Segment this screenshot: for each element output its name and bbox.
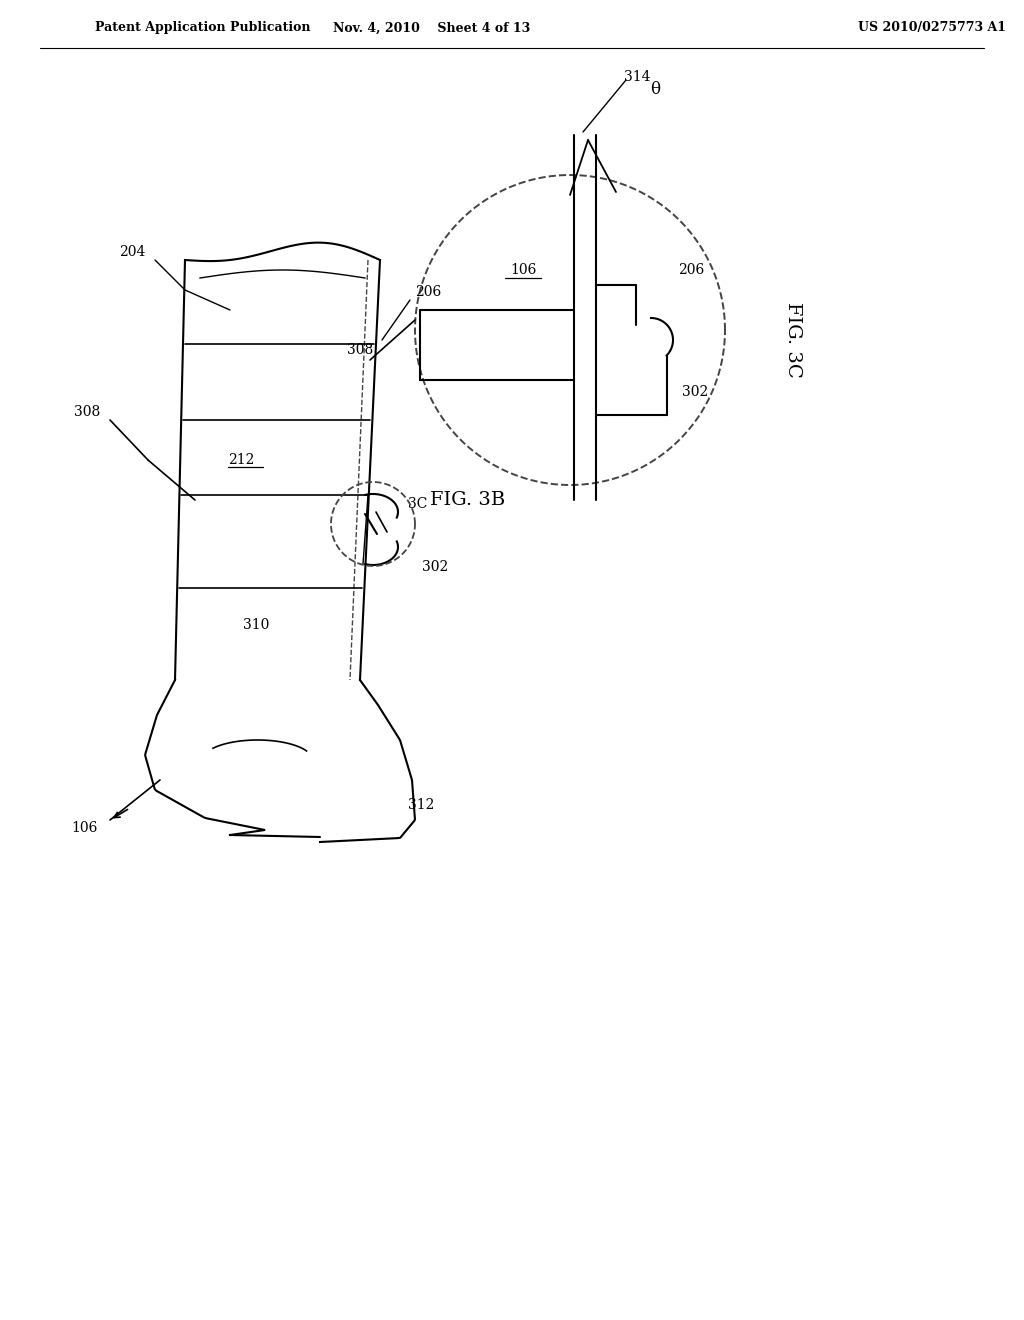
Text: 212: 212 — [228, 453, 254, 467]
Text: Nov. 4, 2010    Sheet 4 of 13: Nov. 4, 2010 Sheet 4 of 13 — [334, 21, 530, 34]
Text: 204: 204 — [119, 246, 145, 259]
Text: 206: 206 — [678, 263, 705, 277]
Text: FIG. 3B: FIG. 3B — [430, 491, 505, 510]
Text: 302: 302 — [422, 560, 449, 574]
Text: θ: θ — [650, 82, 660, 99]
Text: US 2010/0275773 A1: US 2010/0275773 A1 — [858, 21, 1006, 34]
Text: 106: 106 — [72, 821, 98, 836]
Text: 3C: 3C — [408, 498, 427, 511]
Text: 206: 206 — [415, 285, 441, 300]
Text: 312: 312 — [408, 799, 434, 812]
Text: 310: 310 — [243, 618, 269, 632]
Text: 106: 106 — [510, 263, 537, 277]
Text: Patent Application Publication: Patent Application Publication — [95, 21, 310, 34]
Text: FIG. 3C: FIG. 3C — [784, 302, 802, 378]
Text: 314: 314 — [624, 70, 650, 84]
Text: 308: 308 — [347, 343, 374, 356]
Text: 308: 308 — [74, 405, 100, 418]
Text: 302: 302 — [682, 385, 708, 399]
